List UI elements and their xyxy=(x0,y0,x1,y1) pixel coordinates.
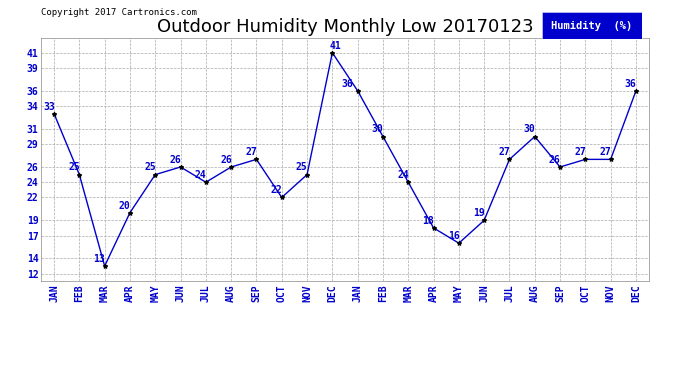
Text: 25: 25 xyxy=(296,162,308,172)
Point xyxy=(48,111,59,117)
Text: 27: 27 xyxy=(498,147,510,157)
Text: 26: 26 xyxy=(220,155,232,165)
Text: 41: 41 xyxy=(330,40,342,51)
Title: Outdoor Humidity Monthly Low 20170123: Outdoor Humidity Monthly Low 20170123 xyxy=(157,18,533,36)
Text: 27: 27 xyxy=(246,147,257,157)
Text: 30: 30 xyxy=(372,124,384,134)
Text: 33: 33 xyxy=(43,102,55,111)
Point xyxy=(251,156,262,162)
Point xyxy=(428,225,439,231)
Point xyxy=(302,172,313,178)
Point xyxy=(226,164,237,170)
Point xyxy=(555,164,566,170)
Point xyxy=(377,134,388,140)
Text: 24: 24 xyxy=(397,170,409,180)
Text: 25: 25 xyxy=(144,162,156,172)
Point xyxy=(327,50,338,56)
Text: 36: 36 xyxy=(625,79,637,88)
Point xyxy=(74,172,85,178)
Point xyxy=(479,217,490,223)
Text: 36: 36 xyxy=(341,79,353,88)
Text: 27: 27 xyxy=(574,147,586,157)
Point xyxy=(200,179,211,185)
Text: 27: 27 xyxy=(600,147,611,157)
Point xyxy=(529,134,540,140)
Point xyxy=(453,240,464,246)
Point xyxy=(631,88,642,94)
Point xyxy=(605,156,616,162)
Point xyxy=(124,210,135,216)
Text: 16: 16 xyxy=(448,231,460,241)
Point xyxy=(580,156,591,162)
Point xyxy=(99,263,110,269)
Text: 18: 18 xyxy=(422,216,434,226)
Text: 22: 22 xyxy=(270,185,282,195)
Point xyxy=(276,195,287,201)
Text: 19: 19 xyxy=(473,208,485,218)
Text: 20: 20 xyxy=(119,201,130,210)
Text: 30: 30 xyxy=(524,124,535,134)
Point xyxy=(352,88,363,94)
Text: 13: 13 xyxy=(94,254,106,264)
Point xyxy=(150,172,161,178)
Point xyxy=(403,179,414,185)
Text: 26: 26 xyxy=(170,155,181,165)
Point xyxy=(504,156,515,162)
Point xyxy=(175,164,186,170)
Text: Copyright 2017 Cartronics.com: Copyright 2017 Cartronics.com xyxy=(41,8,197,17)
Text: 25: 25 xyxy=(68,162,80,172)
Text: 26: 26 xyxy=(549,155,561,165)
Text: 24: 24 xyxy=(195,170,206,180)
Text: Humidity  (%): Humidity (%) xyxy=(551,21,632,31)
